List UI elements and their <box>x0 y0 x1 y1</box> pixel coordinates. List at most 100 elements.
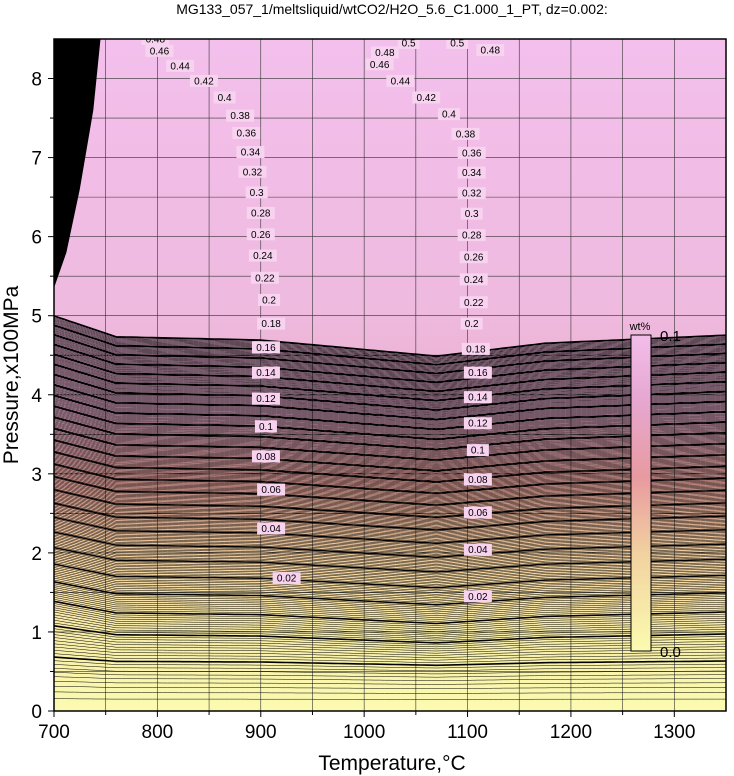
contour-label: 0.3 <box>250 188 264 199</box>
contour-label: 0.14 <box>468 393 488 404</box>
contour-labels: 0.02 0.04 0.06 0.08 0.1 0.12 0.14 0.16 0.18 0.2 0.… <box>141 39 505 603</box>
contour-line-major <box>54 600 726 625</box>
x-axis-label: Temperature,°C <box>318 752 465 775</box>
contour-line-minor <box>54 488 726 517</box>
contour-line-minor <box>54 649 726 661</box>
contour-label-bg <box>437 108 460 121</box>
contour-line-minor <box>54 544 726 570</box>
contour-line-minor <box>54 672 726 678</box>
contour-line-minor <box>54 372 726 409</box>
y-axis-label: Pressure,x100MPa <box>0 285 23 464</box>
contour-line-minor <box>54 698 726 700</box>
contour-label-bg <box>245 186 268 199</box>
contour-line-minor <box>54 622 726 642</box>
contour-line-minor <box>54 534 726 561</box>
contour-label-bg <box>258 293 281 306</box>
contour-label: 0.22 <box>464 298 484 309</box>
contour-label-bg <box>446 39 469 49</box>
contour-line-minor <box>54 377 726 414</box>
contour-line-major <box>54 625 726 644</box>
contour-label-bg <box>463 366 492 379</box>
contour-line-minor <box>54 445 726 477</box>
contour-line-minor <box>54 424 726 458</box>
contour-line-minor <box>54 471 726 501</box>
contour-line-minor <box>54 524 726 551</box>
contour-line-minor <box>54 514 726 541</box>
contour-line-minor <box>54 397 726 432</box>
contour-line-minor <box>54 452 726 484</box>
contour-line-minor <box>54 450 726 482</box>
contour-label: 0.44 <box>391 76 411 87</box>
contour-label: 0.16 <box>256 343 276 354</box>
contour-line-minor <box>54 438 726 471</box>
contour-line-minor <box>54 478 726 508</box>
y-tick-label: 0 <box>31 702 42 723</box>
contour-label: 0.24 <box>464 275 484 286</box>
contour-label-bg <box>459 296 488 309</box>
contour-line-minor <box>54 470 726 500</box>
contour-line-minor <box>54 482 726 512</box>
contour-line-minor <box>54 324 726 365</box>
contour-label: 0.1 <box>259 422 273 433</box>
contour-line-minor <box>54 533 726 559</box>
contour-line-minor <box>54 572 726 597</box>
colorbar-min-label: 0.0 <box>660 644 681 661</box>
contour-line-minor <box>54 465 726 495</box>
contour-label-bg <box>238 165 267 178</box>
contour-label-bg <box>370 46 399 59</box>
contour-line-minor <box>54 365 726 402</box>
colorbar-max-label: 0.1 <box>660 328 681 345</box>
contour-line-minor <box>54 472 726 502</box>
contour-line-major <box>54 416 726 451</box>
contour-line-minor <box>54 432 726 465</box>
contour-line-minor <box>54 619 726 640</box>
y-tick-label: 4 <box>31 386 42 407</box>
contour-line-minor <box>54 597 726 620</box>
contour-label-bg <box>213 91 236 104</box>
contour-line-minor <box>54 448 726 479</box>
contour-line-minor <box>54 347 726 386</box>
contour-line-minor <box>54 555 726 580</box>
contour-line-minor <box>54 515 726 543</box>
contour-line-minor <box>54 519 726 547</box>
contour-line-minor <box>54 393 726 428</box>
contour-label-bg <box>459 273 488 286</box>
contour-line-major <box>54 315 726 357</box>
contour-line-major <box>54 531 726 559</box>
contour-line-minor <box>54 501 726 530</box>
contour-line-minor <box>54 321 726 362</box>
contour-line-minor <box>54 545 726 571</box>
contour-line-minor <box>54 351 726 389</box>
contour-line-minor <box>54 415 726 449</box>
contour-line-minor <box>54 485 726 514</box>
contour-line-minor <box>54 341 726 380</box>
contour-line-minor <box>54 399 726 434</box>
contour-label-bg <box>257 483 286 496</box>
contour-line-major <box>54 451 726 483</box>
contour-line-minor <box>54 508 726 536</box>
contour-line-minor <box>54 433 726 466</box>
contour-line-major <box>54 353 726 393</box>
contour-line-minor <box>54 496 726 524</box>
contour-line-minor <box>54 449 726 480</box>
contour-line-minor <box>54 387 726 423</box>
contour-line-minor <box>54 348 726 387</box>
contour-line-minor <box>54 607 726 630</box>
contour-line-minor <box>54 591 726 615</box>
contour-label: 0.48 <box>375 48 395 59</box>
x-tick-label: 1300 <box>653 722 695 743</box>
contour-label-bg <box>463 473 492 486</box>
contour-label-bg <box>463 590 492 603</box>
contour-label-bg <box>463 391 492 404</box>
contour-line-minor <box>54 349 726 388</box>
contour-line-minor <box>54 389 726 425</box>
contour-line-minor <box>54 570 726 595</box>
contour-line-major <box>54 439 726 472</box>
contour-line-minor <box>54 460 726 491</box>
contour-line-major <box>54 516 726 545</box>
contour-label: 0.02 <box>277 574 297 585</box>
contour-label: 0.14 <box>256 368 276 379</box>
contour-line-minor <box>54 369 726 406</box>
contour-label-bg <box>166 59 195 72</box>
contour-label-bg <box>272 572 301 585</box>
